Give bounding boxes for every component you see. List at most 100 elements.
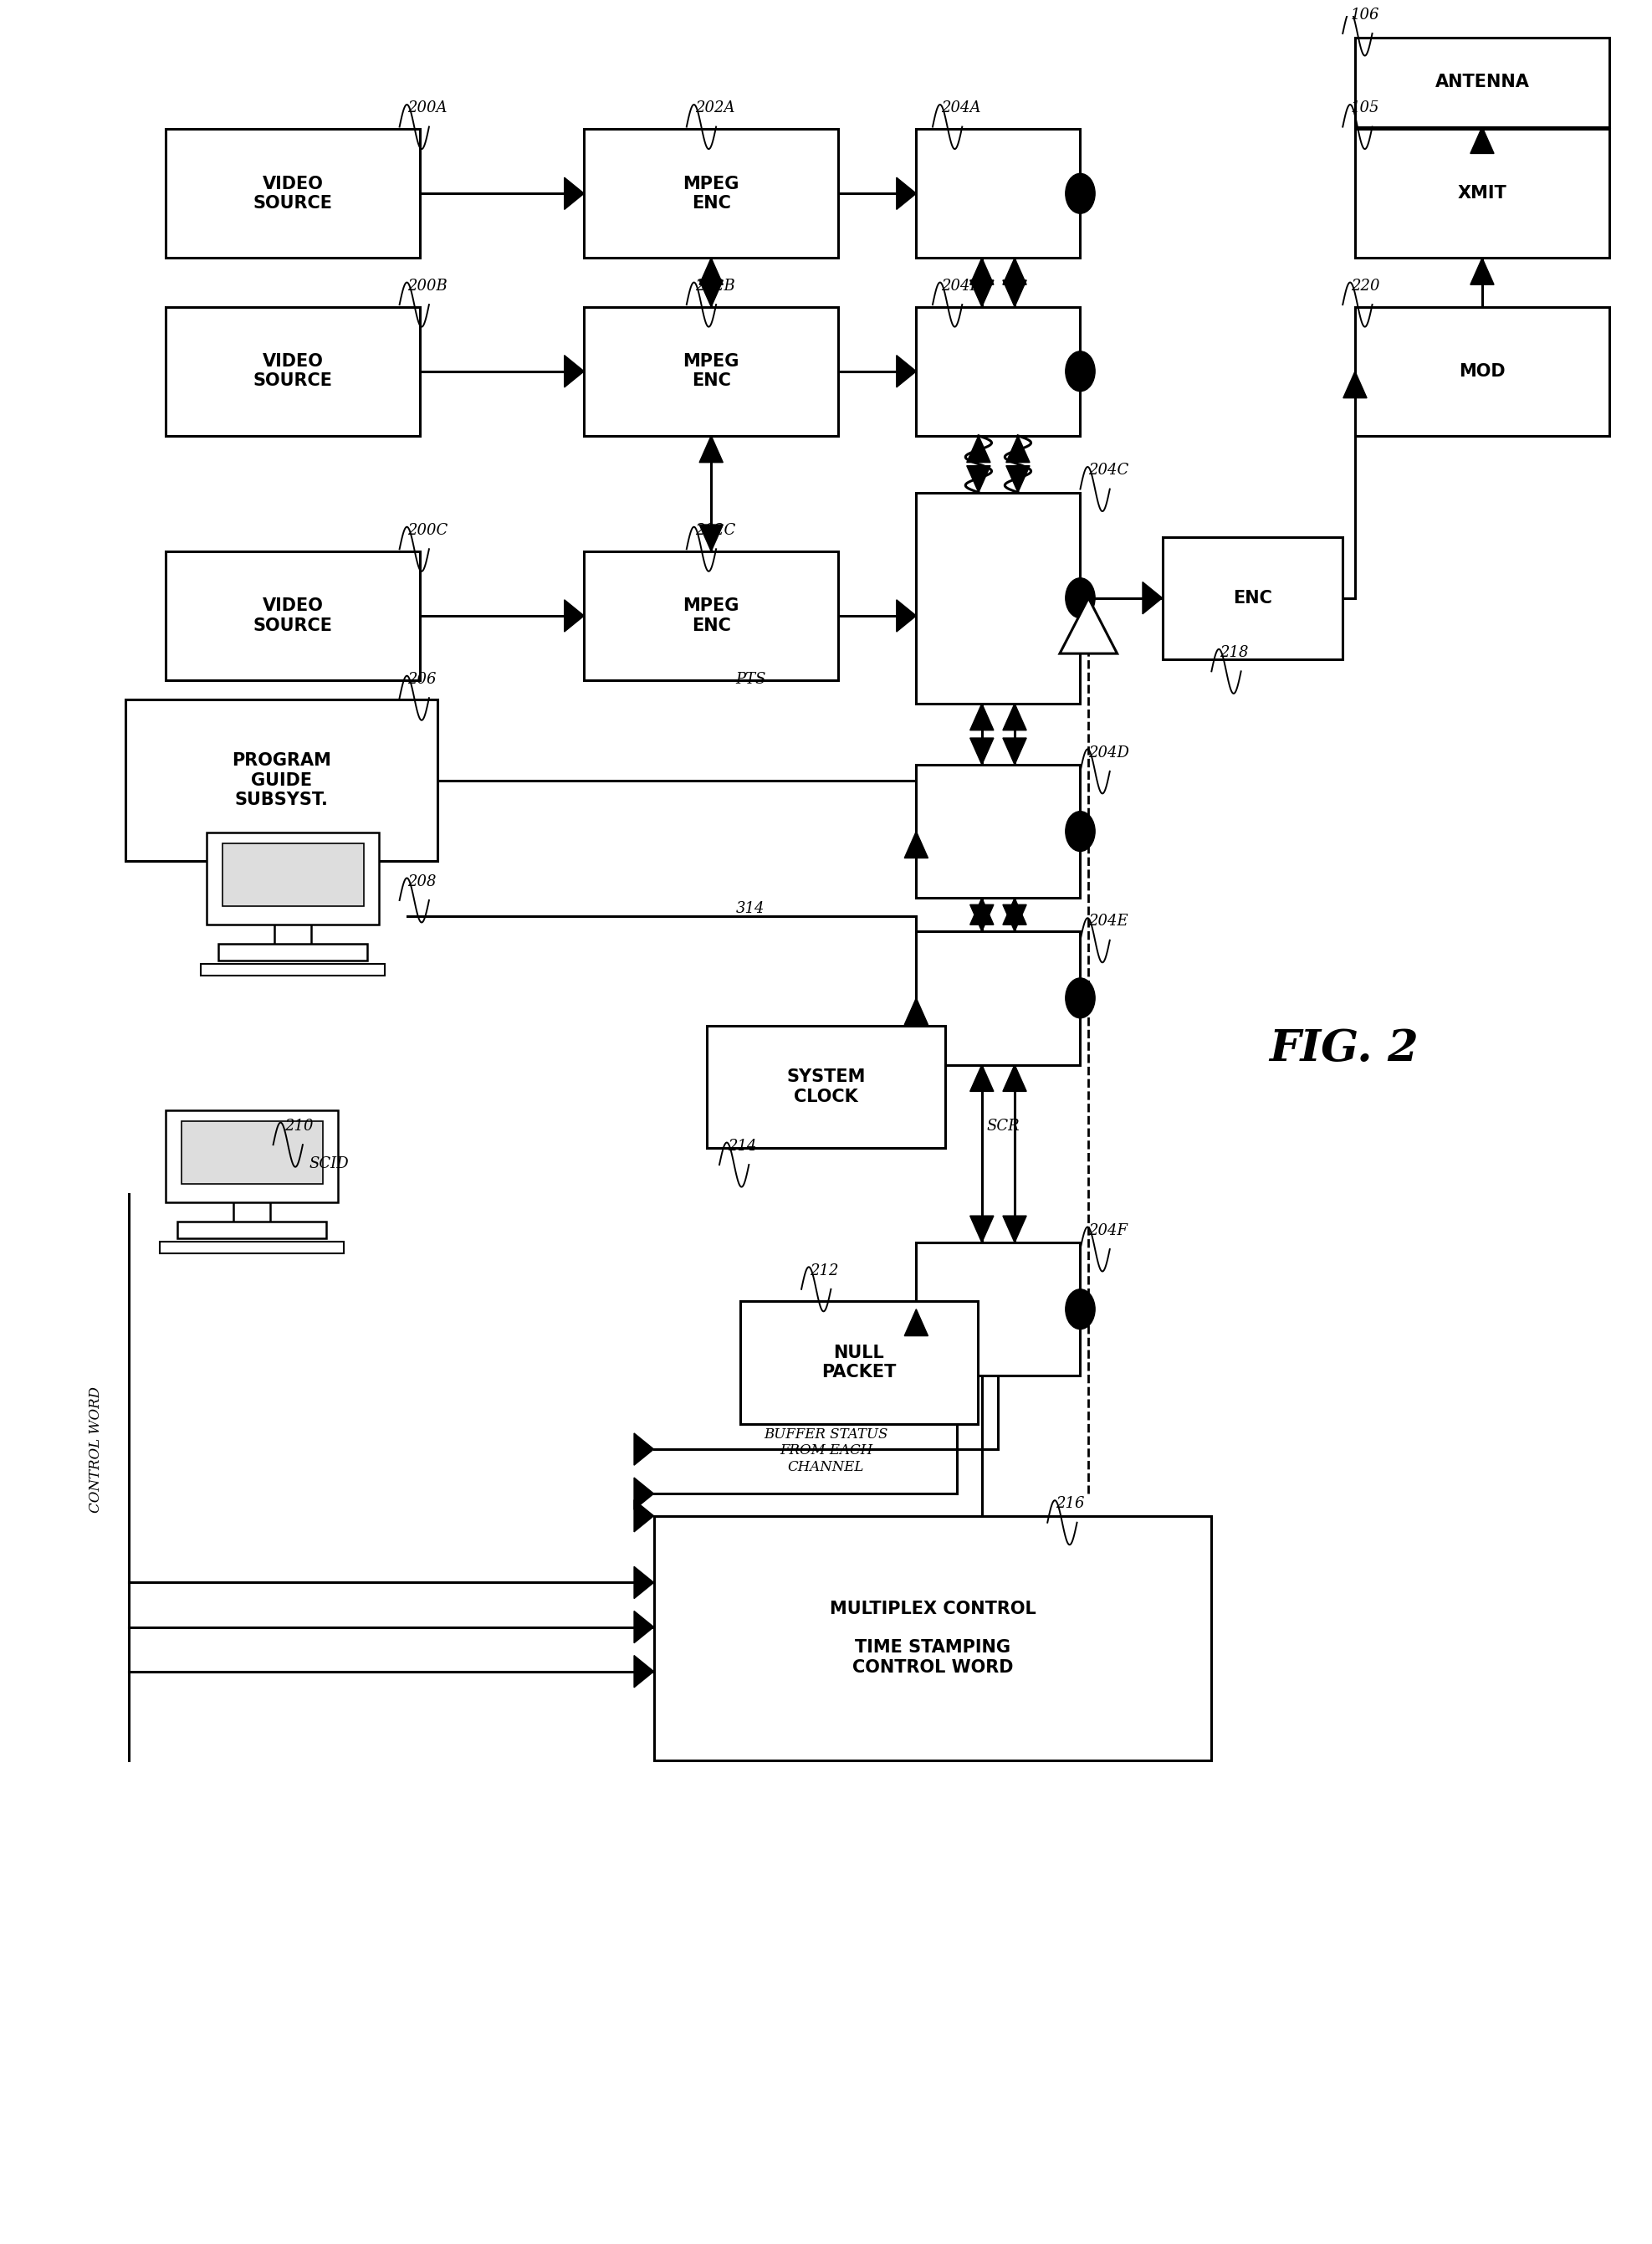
Bar: [160, 1241, 344, 1254]
Polygon shape: [699, 258, 724, 285]
Polygon shape: [634, 1656, 654, 1687]
Circle shape: [1066, 579, 1095, 617]
Text: 212: 212: [809, 1263, 839, 1279]
Bar: [1163, 536, 1343, 660]
Text: VIDEO
SOURCE: VIDEO SOURCE: [253, 352, 332, 390]
Text: 106: 106: [1351, 7, 1379, 22]
Text: ANTENNA: ANTENNA: [1436, 74, 1530, 90]
Text: 206: 206: [408, 671, 436, 687]
Bar: [585, 130, 838, 258]
Bar: [1355, 38, 1609, 128]
Text: 204F: 204F: [1089, 1223, 1128, 1239]
Text: 204D: 204D: [1089, 745, 1130, 761]
Text: 216: 216: [1056, 1497, 1084, 1512]
Polygon shape: [1059, 597, 1117, 653]
Text: MPEG
ENC: MPEG ENC: [682, 597, 740, 633]
Bar: [917, 491, 1080, 705]
Text: 314: 314: [735, 900, 765, 916]
Text: 200A: 200A: [408, 101, 448, 117]
Bar: [165, 552, 420, 680]
Circle shape: [1066, 173, 1095, 213]
Polygon shape: [1343, 370, 1366, 397]
Polygon shape: [565, 599, 585, 633]
Polygon shape: [904, 830, 928, 857]
Text: 204B: 204B: [942, 278, 981, 294]
Circle shape: [1066, 978, 1095, 1019]
Text: MULTIPLEX CONTROL

TIME STAMPING
CONTROL WORD: MULTIPLEX CONTROL TIME STAMPING CONTROL …: [829, 1600, 1036, 1676]
Polygon shape: [634, 1499, 654, 1533]
Text: PROGRAM
GUIDE
SUBSYST.: PROGRAM GUIDE SUBSYST.: [231, 752, 330, 808]
Bar: [707, 1026, 945, 1149]
Polygon shape: [897, 599, 917, 633]
Bar: [165, 130, 420, 258]
Polygon shape: [699, 525, 724, 552]
Text: NULL
PACKET: NULL PACKET: [821, 1344, 895, 1380]
Text: 105: 105: [1351, 101, 1379, 117]
Text: 210: 210: [284, 1118, 314, 1133]
Bar: [585, 307, 838, 435]
Polygon shape: [1143, 581, 1163, 615]
Bar: [917, 1243, 1080, 1376]
Polygon shape: [897, 177, 917, 209]
Text: 204C: 204C: [1089, 462, 1128, 478]
Text: 202A: 202A: [695, 101, 735, 117]
Polygon shape: [565, 355, 585, 388]
Polygon shape: [1006, 435, 1029, 462]
Text: VIDEO
SOURCE: VIDEO SOURCE: [253, 175, 332, 211]
Text: MOD: MOD: [1459, 364, 1505, 379]
Polygon shape: [634, 1434, 654, 1465]
Polygon shape: [1470, 258, 1493, 285]
Polygon shape: [897, 355, 917, 388]
Polygon shape: [970, 904, 993, 931]
Bar: [218, 945, 367, 960]
Polygon shape: [970, 738, 993, 765]
Text: MPEG
ENC: MPEG ENC: [682, 352, 740, 390]
Polygon shape: [634, 1477, 654, 1510]
Polygon shape: [634, 1611, 654, 1643]
Polygon shape: [1003, 280, 1026, 307]
Bar: [1355, 307, 1609, 435]
Polygon shape: [970, 258, 993, 285]
Bar: [206, 833, 378, 925]
Text: 220: 220: [1351, 278, 1379, 294]
Polygon shape: [970, 1064, 993, 1091]
Text: CONTROL WORD: CONTROL WORD: [89, 1387, 102, 1512]
Text: VIDEO
SOURCE: VIDEO SOURCE: [253, 597, 332, 633]
Text: SCID: SCID: [309, 1156, 349, 1171]
Polygon shape: [966, 435, 990, 462]
Text: 208: 208: [408, 875, 436, 889]
Circle shape: [1066, 352, 1095, 390]
Bar: [917, 130, 1080, 258]
Bar: [126, 700, 438, 862]
Bar: [917, 765, 1080, 898]
Polygon shape: [1003, 898, 1026, 925]
Text: PTS: PTS: [735, 671, 767, 687]
Text: 202C: 202C: [695, 523, 735, 539]
Text: SYSTEM
CLOCK: SYSTEM CLOCK: [786, 1068, 866, 1104]
Text: XMIT: XMIT: [1457, 184, 1507, 202]
Bar: [740, 1302, 978, 1423]
Polygon shape: [970, 1216, 993, 1243]
Polygon shape: [970, 280, 993, 307]
Bar: [917, 931, 1080, 1064]
Polygon shape: [565, 177, 585, 209]
Circle shape: [1066, 1290, 1095, 1328]
Text: FIG. 2: FIG. 2: [1269, 1028, 1419, 1070]
Bar: [654, 1517, 1211, 1759]
Polygon shape: [699, 280, 724, 307]
Text: ENC: ENC: [1232, 590, 1272, 606]
Text: 200C: 200C: [408, 523, 448, 539]
Polygon shape: [904, 1308, 928, 1335]
Polygon shape: [1003, 904, 1026, 931]
Text: 202B: 202B: [695, 278, 735, 294]
Circle shape: [1066, 812, 1095, 850]
Text: SCR: SCR: [986, 1118, 1019, 1133]
Polygon shape: [1003, 258, 1026, 285]
Polygon shape: [699, 435, 724, 462]
Text: BUFFER STATUS
FROM EACH
CHANNEL: BUFFER STATUS FROM EACH CHANNEL: [763, 1427, 889, 1474]
Polygon shape: [970, 898, 993, 925]
Bar: [223, 844, 363, 907]
Text: MPEG
ENC: MPEG ENC: [682, 175, 740, 211]
Polygon shape: [1003, 1216, 1026, 1243]
Polygon shape: [1006, 467, 1029, 491]
